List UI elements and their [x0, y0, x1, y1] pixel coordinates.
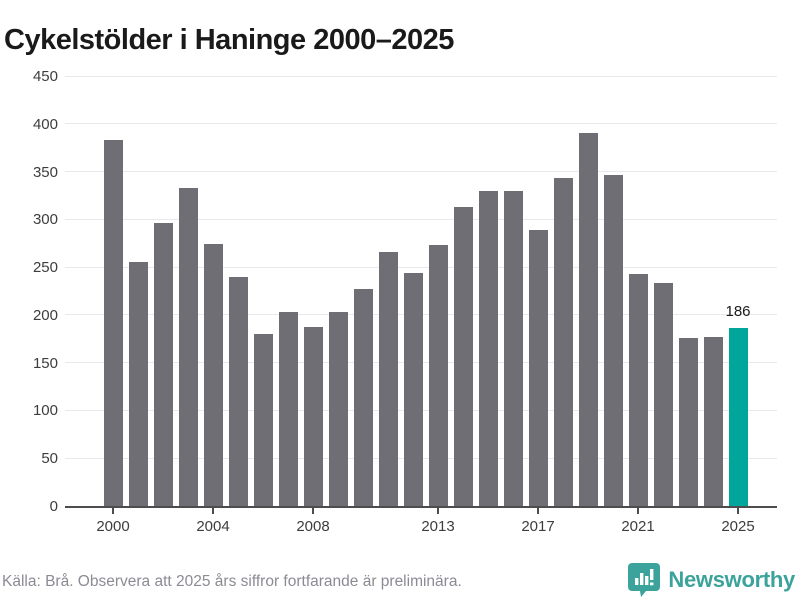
- gridline-300: [65, 218, 777, 220]
- y-axis-label-350: 350: [32, 163, 58, 181]
- x-axis-label-2000: 2000: [96, 518, 130, 535]
- bar-2017: [528, 229, 548, 506]
- gridline-450: [65, 75, 777, 77]
- bar-2004: [203, 244, 223, 506]
- bar-2016: [503, 190, 523, 506]
- x-tick-2008: [312, 508, 314, 514]
- y-axis-label-100: 100: [32, 402, 58, 420]
- y-axis-label-200: 200: [32, 306, 58, 324]
- newsworthy-logo[interactable]: Newsworthy: [628, 562, 795, 598]
- y-axis-label-250: 250: [32, 259, 58, 277]
- bar-2025: [728, 328, 748, 506]
- bar-2003: [178, 187, 198, 506]
- bar-2015: [478, 190, 498, 506]
- bar-2013: [428, 245, 448, 506]
- x-axis-label-2025: 2025: [721, 518, 755, 535]
- x-axis-label-2013: 2013: [421, 518, 455, 535]
- newsworthy-wordmark: Newsworthy: [668, 567, 795, 592]
- y-axis-label-50: 50: [41, 450, 58, 468]
- x-tick-2017: [537, 508, 539, 514]
- bar-2009: [328, 312, 348, 506]
- y-axis-label-150: 150: [32, 354, 58, 372]
- y-axis-label-400: 400: [32, 115, 58, 133]
- bar-value-label-2025: 186: [725, 303, 751, 321]
- y-axis-label-450: 450: [32, 68, 58, 85]
- x-axis-line: [65, 506, 777, 508]
- bar-2006: [253, 334, 273, 506]
- x-axis-label-2008: 2008: [296, 518, 330, 535]
- x-axis-label-2021: 2021: [621, 518, 655, 535]
- x-tick-2021: [637, 508, 639, 514]
- bar-2023: [678, 337, 698, 506]
- source-note: Källa: Brå. Observera att 2025 års siffr…: [2, 573, 462, 590]
- bar-2012: [403, 272, 423, 506]
- gridline-350: [65, 171, 777, 173]
- bar-2010: [353, 289, 373, 506]
- x-tick-2013: [437, 508, 439, 514]
- bar-2005: [228, 276, 248, 506]
- x-tick-2000: [112, 508, 114, 514]
- x-axis-label-2017: 2017: [521, 518, 555, 535]
- bar-2022: [653, 283, 673, 506]
- y-axis-label-300: 300: [32, 211, 58, 229]
- gridline-400: [65, 123, 777, 125]
- bar-2007: [278, 312, 298, 506]
- bar-2019: [578, 133, 598, 506]
- bar-2011: [378, 251, 398, 506]
- bar-2020: [603, 175, 623, 506]
- bar-2008: [303, 327, 323, 506]
- chart-title: Cykelstölder i Haninge 2000–2025: [4, 24, 454, 57]
- bar-2018: [553, 178, 573, 506]
- bar-2002: [153, 223, 173, 506]
- gridline-250: [65, 266, 777, 268]
- newsworthy-logo-icon: [628, 562, 661, 598]
- bar-2014: [453, 206, 473, 506]
- x-axis-label-2004: 2004: [196, 518, 230, 535]
- x-tick-2025: [737, 508, 739, 514]
- x-tick-2004: [212, 508, 214, 514]
- bar-2021: [628, 273, 648, 506]
- bar-2024: [703, 336, 723, 506]
- y-axis-label-0: 0: [49, 498, 58, 515]
- bar-2001: [128, 262, 148, 506]
- bar-2000: [103, 140, 123, 506]
